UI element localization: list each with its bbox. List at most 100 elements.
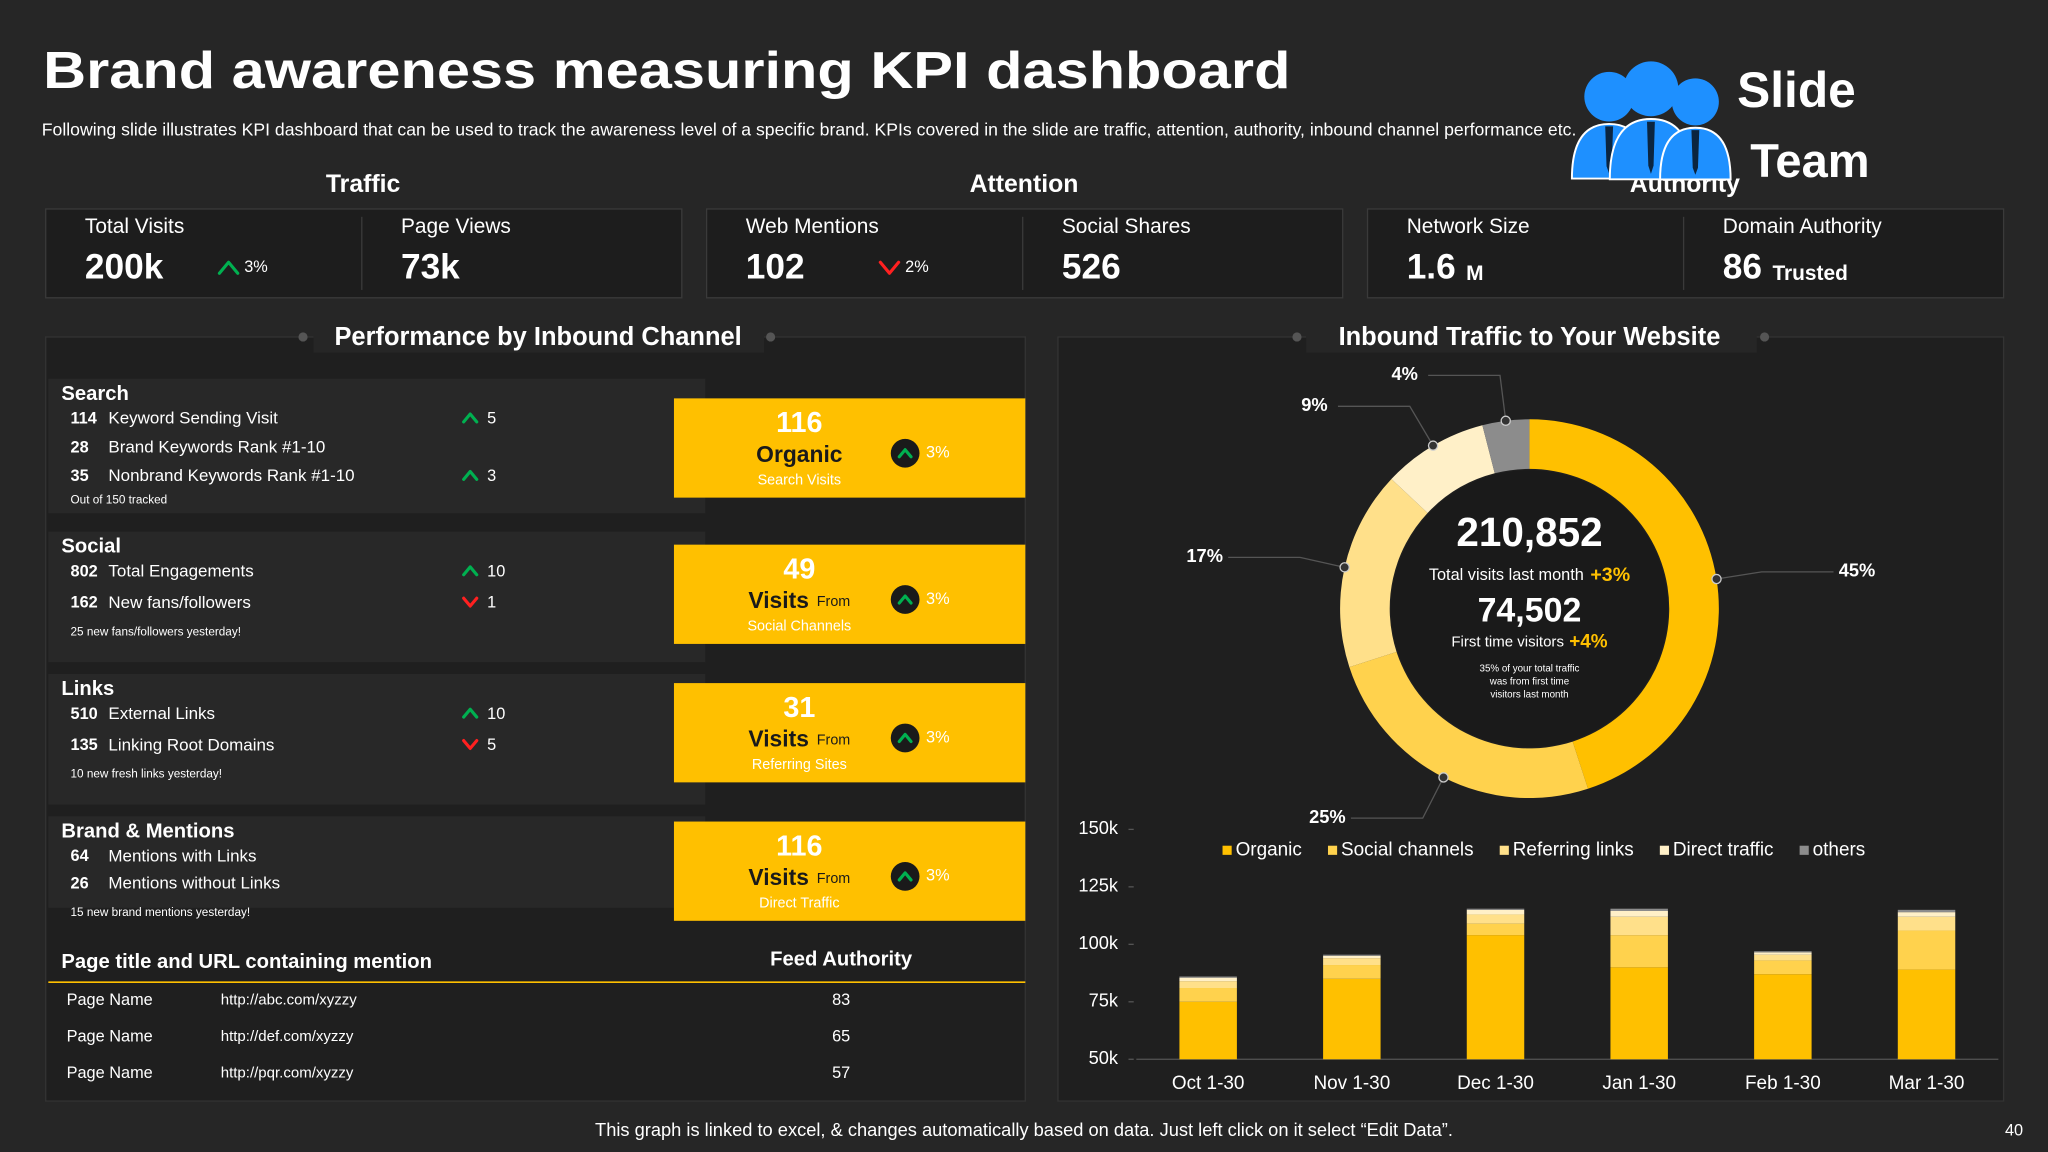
- donut-label: 45%: [1839, 560, 1876, 581]
- center-total: 210,852: [1456, 509, 1602, 555]
- row-change: 5: [487, 736, 496, 754]
- x-tick-label: Dec 1-30: [1457, 1073, 1534, 1094]
- row-label: Brand Keywords Rank #1-10: [108, 437, 325, 456]
- bar-segment: [1323, 965, 1381, 979]
- bar-segment: [1179, 981, 1237, 989]
- up-arrow: [462, 707, 479, 719]
- box-word: Visits: [748, 587, 809, 613]
- table-cell: http://pqr.com/xyzzy: [221, 1065, 354, 1082]
- bar-segment: [1754, 954, 1812, 961]
- logo-head: [1584, 71, 1634, 122]
- bar-segment: [1610, 916, 1668, 936]
- kpi-change: 3%: [244, 258, 268, 276]
- bar-segment: [1897, 969, 1956, 1060]
- box-from: From: [817, 732, 851, 748]
- legend-label: others: [1813, 839, 1866, 860]
- row-label: Linking Root Domains: [108, 735, 274, 754]
- bar-segment: [1610, 935, 1668, 968]
- kpi-value: 102: [746, 247, 805, 286]
- bar-segment: [1754, 952, 1812, 955]
- title-dot: [298, 332, 308, 342]
- down-arrow: [878, 260, 901, 275]
- box-from: From: [817, 594, 851, 610]
- box-word-line: Visits From: [748, 864, 850, 890]
- bar-segment: [1466, 908, 1525, 910]
- legend-swatch: [1499, 845, 1509, 855]
- bar-segment: [1897, 909, 1956, 913]
- center-change: +3%: [1590, 564, 1630, 586]
- kpi-label: Total Visits: [85, 215, 184, 238]
- kpi-value: 526: [1062, 247, 1121, 286]
- row-change: 10: [487, 562, 505, 580]
- bar-segment: [1610, 908, 1668, 911]
- row-value: 802: [71, 562, 98, 580]
- channel-box: [673, 398, 1026, 498]
- box-change: 3%: [926, 444, 950, 462]
- y-tick-label: 50k: [1089, 1047, 1119, 1068]
- legend-label: Direct traffic: [1673, 839, 1774, 860]
- legend-swatch: [1222, 845, 1232, 855]
- box-sub: Search Visits: [758, 472, 842, 488]
- donut-label: 25%: [1309, 806, 1346, 827]
- section-note: Out of 150 tracked: [71, 493, 168, 506]
- row-label: Mentions with Links: [108, 846, 256, 865]
- row-value: 162: [71, 594, 98, 612]
- center-change: +4%: [1569, 632, 1608, 653]
- x-tick-label: Mar 1-30: [1889, 1073, 1965, 1094]
- leader-dot: [1711, 573, 1722, 585]
- kpi-label: Web Mentions: [746, 215, 879, 238]
- kpi-group-title: Attention: [970, 171, 1079, 198]
- section-bg: [48, 378, 706, 514]
- leader-line: [1337, 405, 1434, 446]
- row-label: External Links: [108, 704, 215, 723]
- page-number: 40: [2005, 1121, 2023, 1139]
- row-change: 3: [487, 467, 496, 485]
- kpi-label: Network Size: [1407, 215, 1530, 238]
- legend-label: Social channels: [1341, 839, 1474, 860]
- table-cell: Page Name: [67, 991, 153, 1009]
- table-cell: 57: [832, 1064, 850, 1082]
- row-value: 26: [71, 875, 89, 893]
- section-name: Links: [61, 678, 114, 700]
- bar-segment: [1897, 916, 1956, 931]
- bar-segment: [1897, 912, 1956, 917]
- row-change: 10: [487, 705, 505, 723]
- title-gap: [1306, 321, 1757, 353]
- bar-segment: [1466, 909, 1525, 915]
- box-icon: [890, 585, 920, 614]
- panel-title: Performance by Inbound Channel: [334, 323, 741, 351]
- channel-box: [673, 683, 1026, 783]
- legend-label: Organic: [1236, 839, 1302, 860]
- bar-segment: [1754, 960, 1812, 975]
- table-header: Feed Authority: [770, 948, 913, 970]
- bar-segment: [1323, 958, 1381, 966]
- box-icon: [890, 723, 920, 753]
- up-arrow: [897, 594, 913, 605]
- up-arrow: [462, 565, 479, 577]
- x-tick-label: Nov 1-30: [1313, 1073, 1390, 1094]
- row-label: Total Engagements: [108, 562, 253, 581]
- leader-dot: [1427, 440, 1439, 451]
- row-change: 5: [487, 410, 496, 428]
- logo-head: [1671, 78, 1719, 126]
- row-value: 135: [71, 736, 98, 754]
- box-change: 3%: [926, 590, 950, 608]
- bar-segment: [1179, 977, 1237, 982]
- bar-segment: [1754, 951, 1812, 953]
- legend-swatch: [1799, 845, 1809, 855]
- bar-segment: [1179, 976, 1237, 978]
- leader-dot: [1500, 415, 1511, 426]
- bar-segment: [1323, 978, 1381, 1060]
- row-label: Mentions without Links: [108, 874, 280, 893]
- title-dot: [1292, 332, 1302, 342]
- kpi-group-title: Traffic: [326, 171, 401, 198]
- y-tick-label: 150k: [1078, 817, 1118, 838]
- logo-tie: [1691, 130, 1700, 175]
- bar-segment: [1323, 954, 1381, 956]
- bar-segment: [1179, 988, 1237, 1002]
- kpi-unit: M: [1466, 262, 1483, 285]
- donut-label: 4%: [1391, 363, 1417, 384]
- bar-segment: [1179, 1001, 1237, 1060]
- section-name: Brand & Mentions: [61, 820, 234, 842]
